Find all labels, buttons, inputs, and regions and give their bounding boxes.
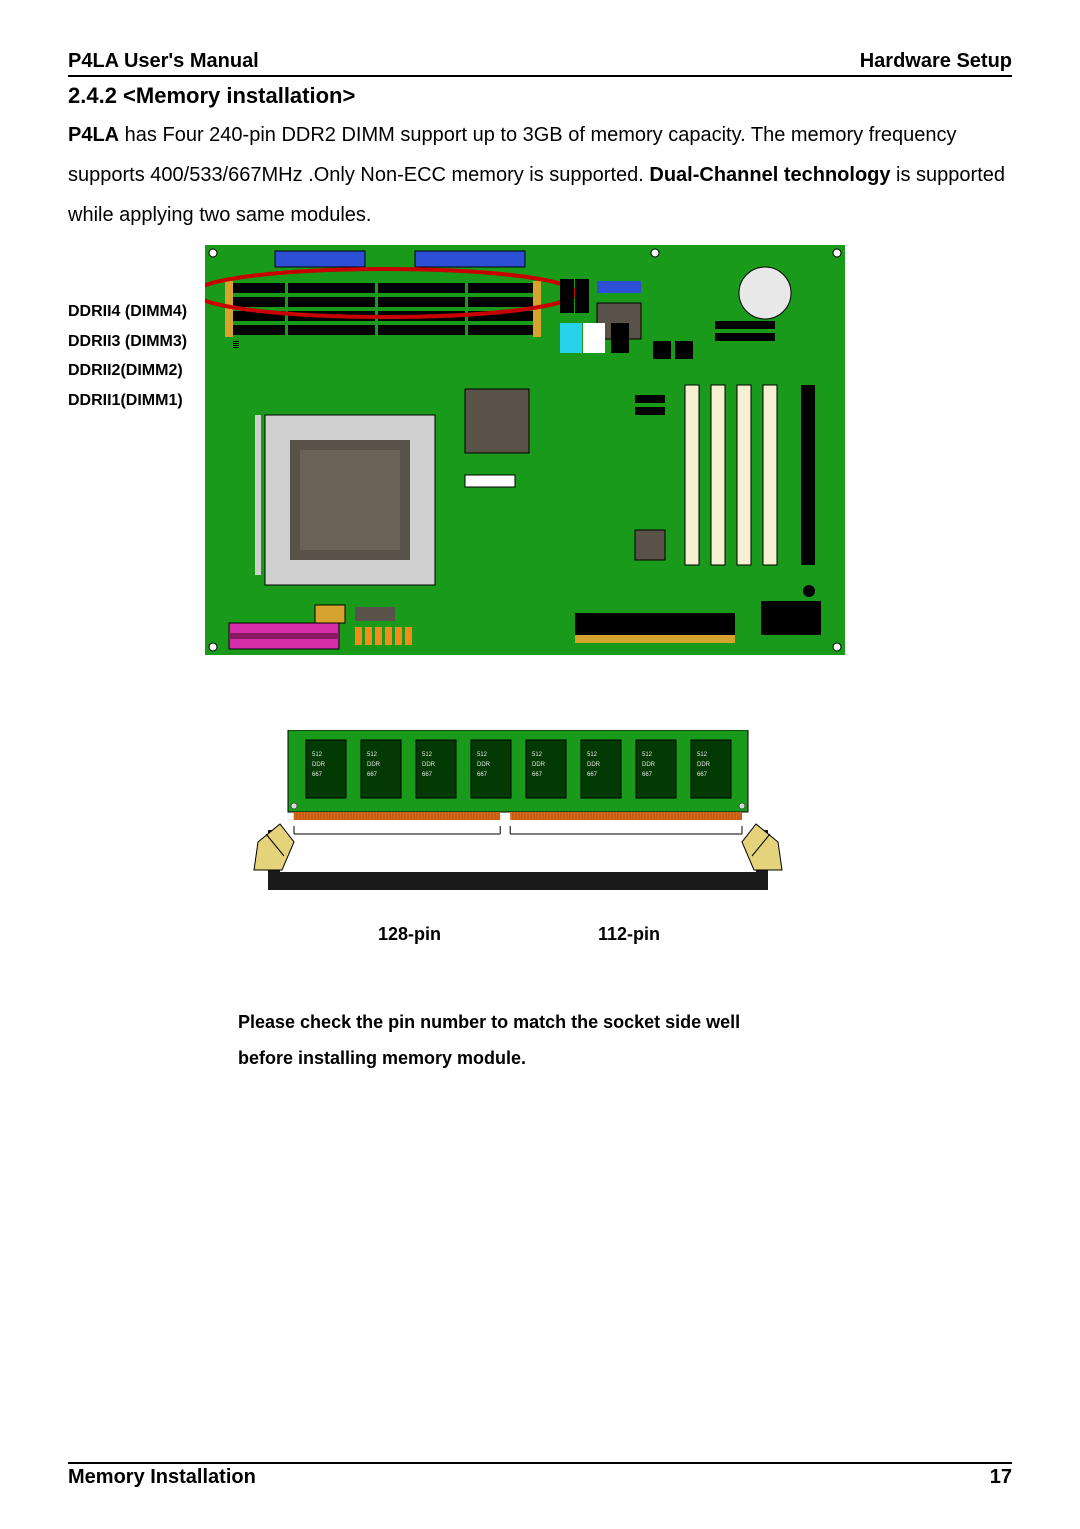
section-title: 2.4.2 <Memory installation> [68, 83, 1012, 109]
caution-line-2: before installing memory module. [238, 1040, 1012, 1076]
svg-text:667: 667 [642, 772, 653, 778]
body-paragraph: P4LA has Four 240-pin DDR2 DIMM support … [68, 115, 1012, 235]
header-right: Hardware Setup [860, 50, 1012, 73]
page-header: P4LA User's Manual Hardware Setup [68, 50, 1012, 77]
svg-text:DDR: DDR [532, 762, 546, 768]
dimm-label-2: DDRII2(DIMM2) [68, 356, 187, 386]
dimm-label-3: DDRII3 (DIMM3) [68, 327, 187, 357]
svg-text:667: 667 [477, 772, 488, 778]
svg-text:667: 667 [367, 772, 378, 778]
pin-label-128: 128-pin [378, 924, 441, 945]
svg-text:DDR: DDR [367, 762, 381, 768]
svg-text:512: 512 [312, 752, 323, 758]
footer-right: 17 [990, 1466, 1012, 1489]
svg-text:512: 512 [532, 752, 543, 758]
footer-left: Memory Installation [68, 1466, 256, 1489]
svg-text:667: 667 [312, 772, 323, 778]
svg-text:DDR: DDR [642, 762, 656, 768]
svg-text:667: 667 [422, 772, 433, 778]
svg-text:667: 667 [532, 772, 543, 778]
svg-text:512: 512 [697, 752, 708, 758]
svg-text:512: 512 [477, 752, 488, 758]
svg-text:DDR: DDR [477, 762, 491, 768]
svg-text:512: 512 [642, 752, 653, 758]
svg-text:512: 512 [367, 752, 378, 758]
svg-text:DDR: DDR [312, 762, 326, 768]
svg-text:667: 667 [697, 772, 708, 778]
svg-text:512: 512 [422, 752, 433, 758]
svg-text:667: 667 [587, 772, 598, 778]
svg-text:DDR: DDR [697, 762, 711, 768]
ram-module-figure: 512 DDR 667 512 DDR 667 512 DDR 667 512 DDR 667 512 D… [238, 730, 1012, 924]
dimm-label-1: DDRII1(DIMM1) [68, 386, 187, 416]
header-left: P4LA User's Manual [68, 50, 259, 73]
dimm-label-4: DDRII4 (DIMM4) [68, 297, 187, 327]
motherboard-figure-area: DDRII4 (DIMM4) DDRII3 (DIMM3) DDRII2(DIM… [68, 245, 1012, 660]
caution-line-1: Please check the pin number to match the… [238, 1004, 1012, 1040]
motherboard-diagram [205, 245, 845, 660]
svg-text:DDR: DDR [587, 762, 601, 768]
product-name: P4LA [68, 124, 119, 146]
dimm-labels: DDRII4 (DIMM4) DDRII3 (DIMM3) DDRII2(DIM… [68, 297, 187, 415]
dual-channel-bold: Dual-Channel technology [649, 164, 890, 186]
caution-text: Please check the pin number to match the… [238, 1004, 1012, 1076]
pin-label-112: 112-pin [598, 924, 660, 945]
page-footer: Memory Installation 17 [68, 1462, 1012, 1489]
svg-text:DDR: DDR [422, 762, 436, 768]
svg-text:512: 512 [587, 752, 598, 758]
